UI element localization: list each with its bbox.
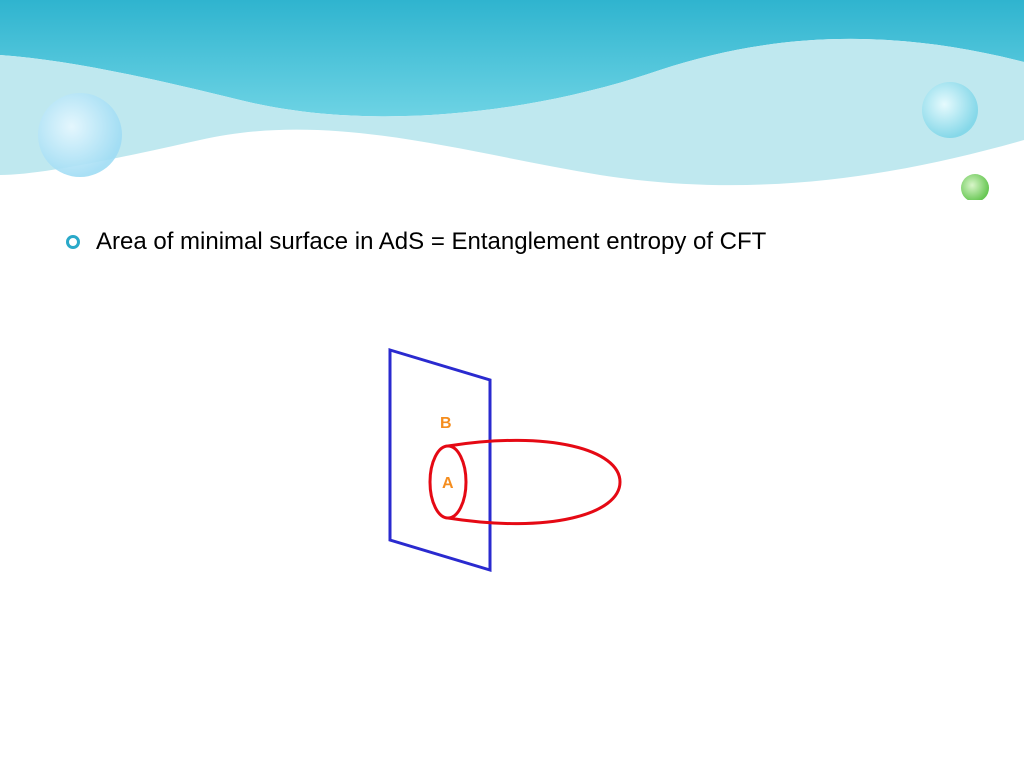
bubble-left (38, 93, 122, 177)
label-b: B (440, 415, 452, 432)
bullet-text: Area of minimal surface in AdS = Entangl… (96, 228, 766, 256)
bubble-green (961, 174, 989, 200)
label-a: A (442, 475, 454, 492)
minimal-surface-curve (448, 440, 620, 523)
bubble-right (922, 82, 978, 138)
rt-surface-diagram: B A (320, 340, 680, 600)
bullet-circle-icon (66, 235, 80, 249)
slide-header-decoration (0, 0, 1024, 200)
boundary-plane (390, 350, 490, 570)
bullet-item: Area of minimal surface in AdS = Entangl… (66, 228, 766, 256)
